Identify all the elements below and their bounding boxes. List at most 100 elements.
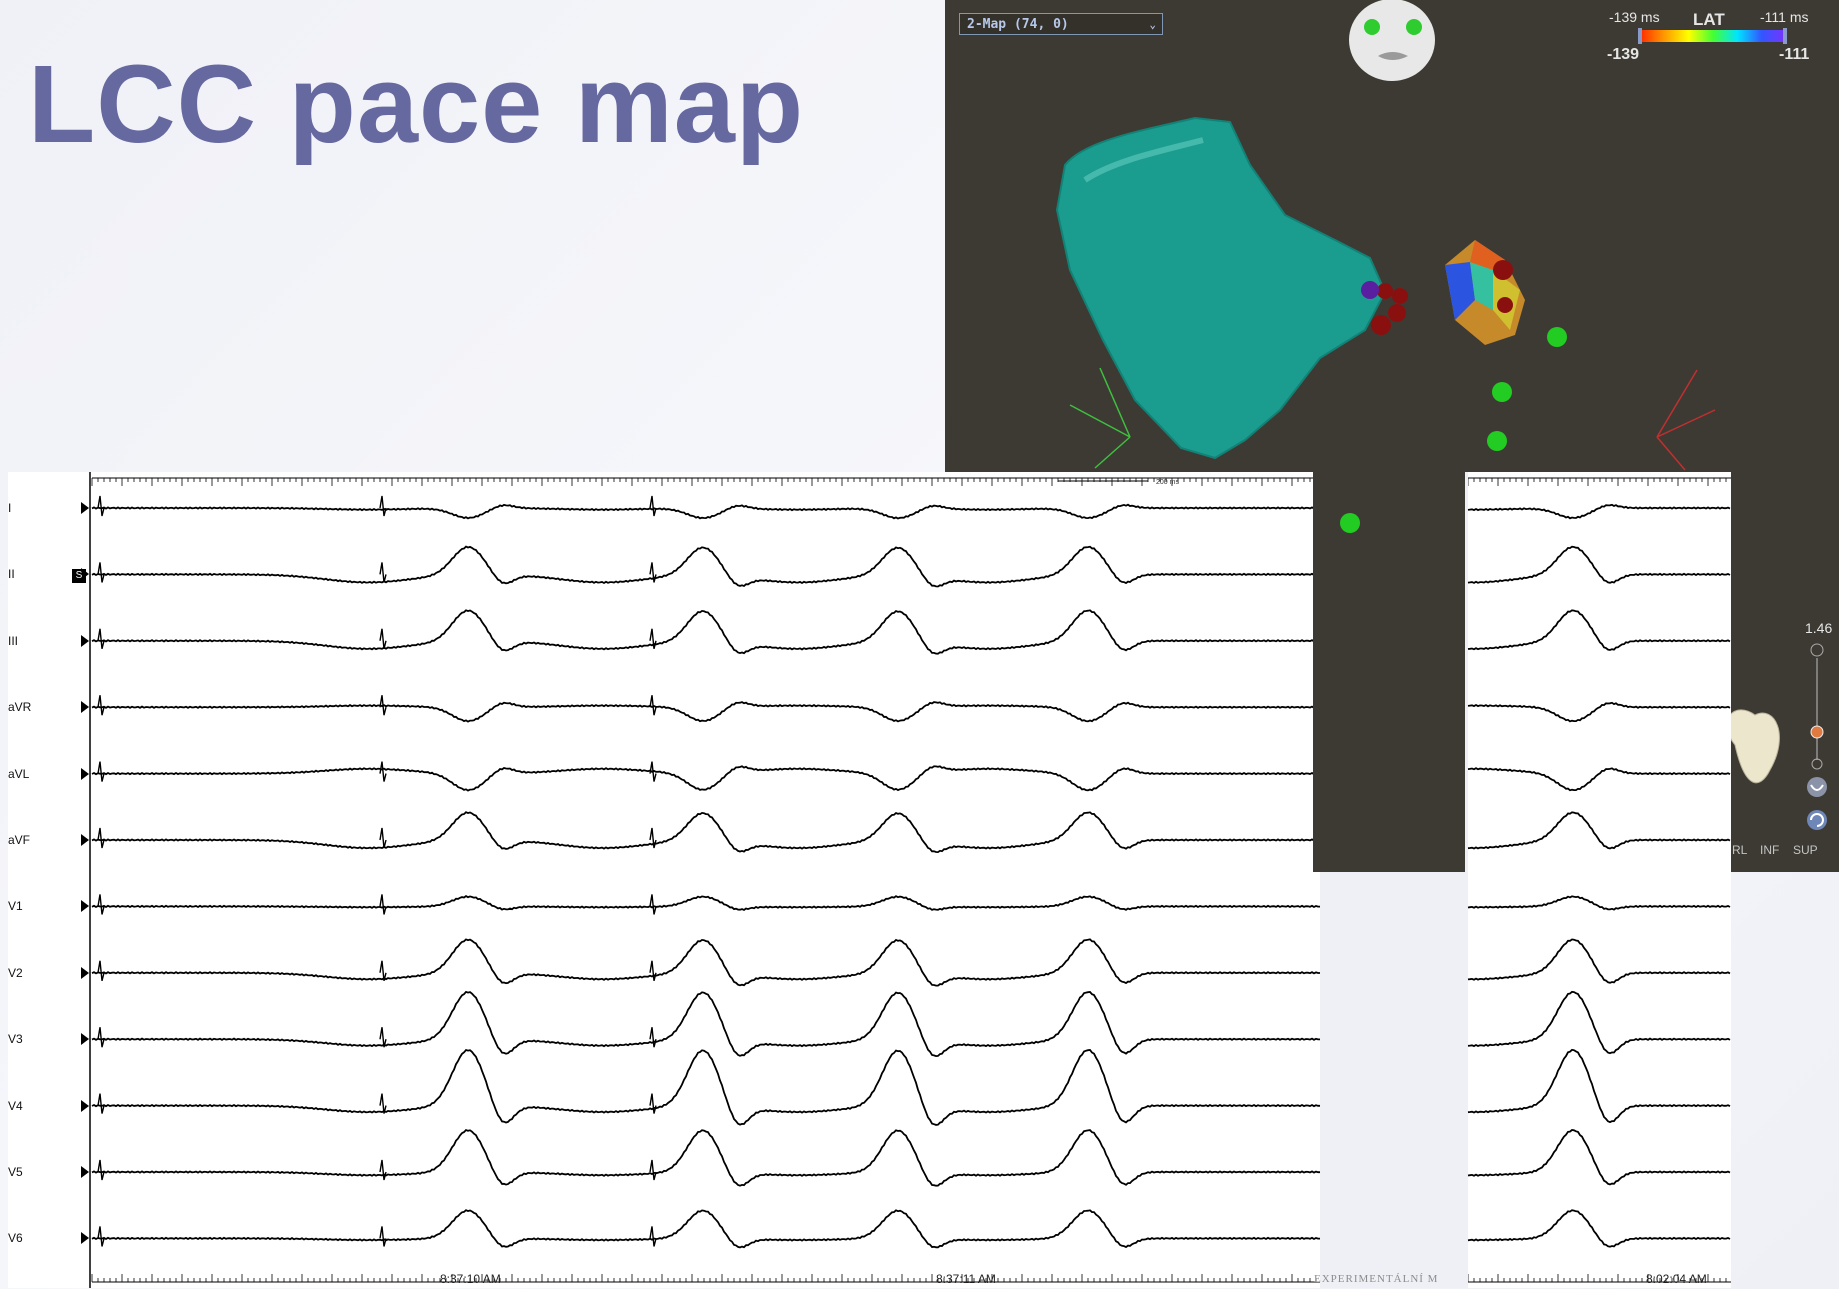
lead-label-ii: II [8, 567, 15, 582]
gap-catheter-point [1340, 513, 1360, 533]
lat-colorbar[interactable] [1640, 30, 1786, 42]
zoom-value: 1.46 [1805, 620, 1833, 636]
pacing-spike [379, 695, 387, 716]
pacing-spike [649, 1226, 657, 1247]
ecg-trace-avl-2 [1467, 767, 1731, 792]
ecg-trace-v6-1 [91, 1209, 1320, 1249]
pacing-spike [379, 628, 387, 649]
ecg-trace-ii-2 [1467, 545, 1731, 584]
ecg-waveforms [89, 472, 1731, 1288]
lead-label-avl: aVL [8, 766, 30, 781]
ecg-trace-i-2 [1467, 503, 1731, 520]
ecg-trace-avl-1 [91, 765, 1320, 792]
ecg-trace-iii-2 [1467, 609, 1731, 651]
lead-label-v4: V4 [8, 1098, 23, 1113]
pacing-spike [97, 495, 105, 517]
pacing-spike [649, 1159, 657, 1181]
map-panel-gap [1313, 472, 1465, 872]
orientation-label-rl[interactable]: RL [1732, 843, 1748, 857]
chamber-highlight [1083, 137, 1204, 183]
lead-marker-avf-icon[interactable] [81, 834, 89, 846]
pacing-spike [379, 495, 387, 517]
timestamp-2: 8:37:11 AM [936, 1272, 996, 1286]
ecg-trace-v5-1 [91, 1128, 1320, 1187]
ecg-trace-avf-2 [1467, 811, 1731, 850]
lead-marker-v4-icon[interactable] [81, 1099, 89, 1112]
ecg-trace-i-1 [91, 503, 1320, 520]
ecg-trace-v4-1 [91, 1048, 1320, 1126]
pacing-spike [97, 628, 105, 649]
pacing-spike [379, 1226, 387, 1247]
pacing-spike [379, 1027, 387, 1048]
lead-marker-avr-icon[interactable] [81, 701, 89, 714]
pacing-spike [649, 1027, 657, 1048]
pacing-spike [379, 1159, 387, 1181]
slide-title: LCC pace map [28, 43, 805, 166]
pacing-spike [649, 827, 657, 849]
map-selector-value: 2-Map (74, 0) [967, 17, 1069, 32]
pacing-spike [379, 1093, 387, 1114]
orientation-label-inf[interactable]: INF [1760, 843, 1780, 857]
patient-orientation-head-icon[interactable] [1349, 0, 1435, 81]
lead-marker-i-icon[interactable] [81, 502, 89, 514]
view-heart-icon[interactable] [1807, 777, 1827, 797]
ecg-trace-v1-2 [1467, 895, 1731, 911]
lead-label-avr: aVR [8, 700, 32, 715]
ecg-trace-v3-1 [91, 990, 1320, 1058]
stim-marker-badge[interactable]: S [72, 569, 86, 583]
lead-marker-v3-icon[interactable] [81, 1033, 89, 1046]
cardiac-chamber-shell[interactable] [1055, 116, 1387, 460]
lat-min-value: -139 [1607, 46, 1640, 63]
lead-label-avf: aVF [8, 833, 31, 847]
lat-range-handle-right[interactable] [1783, 28, 1787, 44]
timestamp-1: 8:37:10 AM [440, 1272, 501, 1286]
pacing-spike [649, 562, 657, 583]
lat-max-label: -111 ms [1760, 9, 1809, 25]
pacing-spike [97, 827, 105, 849]
pacing-spike [97, 1093, 105, 1114]
pacing-spike [649, 1093, 657, 1114]
lat-range-handle-left[interactable] [1638, 28, 1642, 44]
ablation-points[interactable] [1361, 260, 1513, 335]
timestamp-3: 8:02:04 AM [1646, 1272, 1707, 1286]
ecg-12-lead-panel[interactable]: I II III aVR aVL aVF V1 V2 V3 V4 V5 V6 S 8:37:10 AM… [8, 472, 1731, 1288]
lat-min-label: -139 ms [1609, 9, 1660, 25]
pacing-spike [97, 1226, 105, 1247]
zoom-slider-thumb[interactable] [1810, 725, 1824, 739]
ecg-trace-v1-1 [91, 895, 1320, 912]
ecg-trace-v5-2 [1467, 1129, 1731, 1186]
lead-marker-v2-icon[interactable] [81, 966, 89, 979]
lead-marker-v6-icon[interactable] [81, 1232, 89, 1245]
lead-marker-v5-icon[interactable] [81, 1166, 89, 1178]
pacing-spike [649, 695, 657, 716]
orientation-label-sup[interactable]: SUP [1793, 843, 1818, 857]
ecg-trace-v4-2 [1467, 1048, 1731, 1124]
ecg-scale-label: 200 ms [1156, 479, 1179, 486]
lead-marker-iii-icon[interactable] [81, 634, 89, 647]
lead-marker-v1-icon[interactable] [81, 900, 89, 913]
pacing-spike [379, 960, 387, 981]
pacing-spike [649, 761, 657, 782]
map-selector-dropdown[interactable]: 2-Map (74, 0) ⌄ [959, 13, 1163, 35]
lead-label-iii: III [8, 633, 19, 648]
chevron-down-icon: ⌄ [1149, 18, 1156, 31]
heart-orientation-icon[interactable] [1726, 709, 1780, 784]
ecg-trace-v2-1 [91, 938, 1320, 987]
lead-marker-avl-icon[interactable] [81, 767, 89, 780]
ecg-trace-avr-1 [91, 701, 1320, 723]
lat-colored-structure[interactable] [1445, 240, 1525, 345]
rotate-view-icon[interactable] [1807, 810, 1827, 830]
pacing-spike [649, 628, 657, 649]
pacing-spike [379, 761, 387, 782]
ecg-trace-v6-2 [1467, 1209, 1731, 1248]
lead-label-v1: V1 [8, 899, 23, 914]
ecg-trace-iii-1 [91, 609, 1320, 655]
pacing-spike [649, 894, 657, 915]
lead-labels: I II III aVR aVL aVF V1 V2 V3 V4 V5 V6 [8, 472, 89, 1288]
ecg-trace-avf-1 [91, 811, 1320, 854]
map-3d-view[interactable] [945, 0, 1839, 872]
pacing-spike [97, 562, 105, 583]
zoom-slider[interactable] [1810, 643, 1824, 770]
pacing-spike [379, 827, 387, 849]
pacing-spike [379, 562, 387, 583]
